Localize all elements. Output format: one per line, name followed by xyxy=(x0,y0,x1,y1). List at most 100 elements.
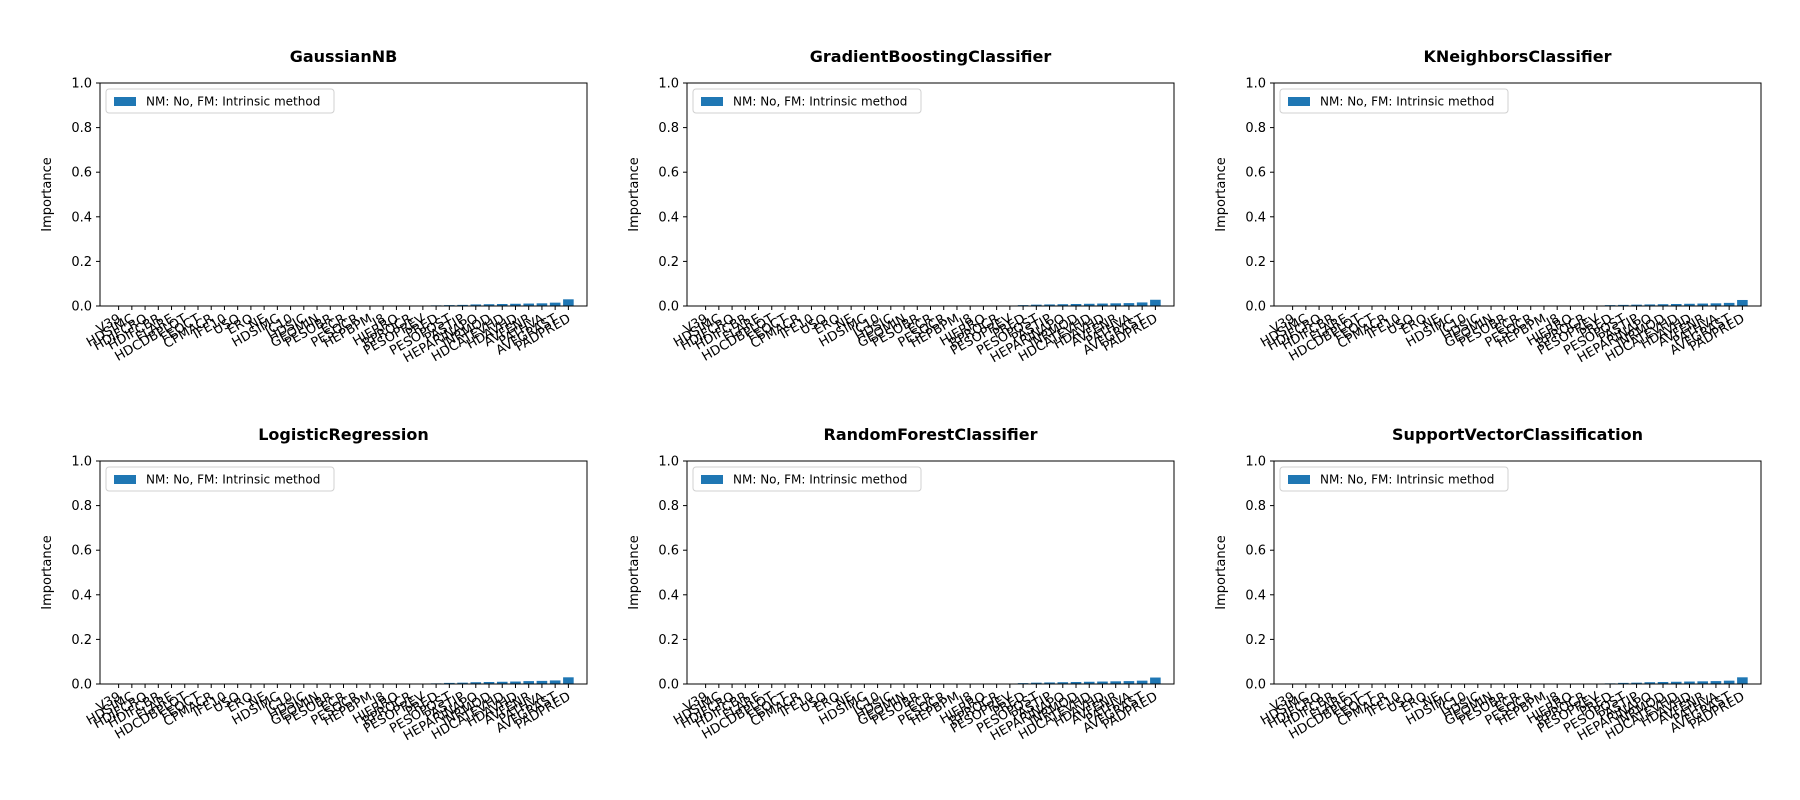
chart-title: GradientBoostingClassifier xyxy=(810,47,1052,66)
bar xyxy=(1697,303,1708,306)
bar xyxy=(523,681,534,684)
legend-label: NM: No, FM: Intrinsic method xyxy=(146,95,320,109)
bar xyxy=(510,681,521,684)
plot-frame xyxy=(1273,460,1762,685)
bar xyxy=(1083,303,1095,306)
bar xyxy=(1150,677,1161,684)
bar xyxy=(1136,302,1148,306)
y-tick-label: 0.4 xyxy=(71,210,92,225)
y-tick-label: 1.0 xyxy=(71,77,92,92)
y-tick-label: 0.2 xyxy=(71,255,92,270)
bar xyxy=(1057,682,1069,684)
y-tick-label: 0.8 xyxy=(1245,121,1266,136)
bar xyxy=(1737,677,1748,684)
legend: NM: No, FM: Intrinsic method xyxy=(692,466,922,492)
y-tick-label: 0.0 xyxy=(1245,300,1266,315)
legend: NM: No, FM: Intrinsic method xyxy=(1279,88,1509,114)
y-tick-label: 1.0 xyxy=(658,455,679,470)
y-axis-label: Importance xyxy=(40,157,55,232)
legend-box xyxy=(692,88,922,114)
legend-label: NM: No, FM: Intrinsic method xyxy=(733,95,907,109)
y-tick-label: 1.0 xyxy=(71,455,92,470)
bar xyxy=(1684,303,1695,306)
legend: NM: No, FM: Intrinsic method xyxy=(105,88,335,114)
y-tick-label: 0.6 xyxy=(658,544,679,559)
y-tick-label: 0.6 xyxy=(658,166,679,181)
bar xyxy=(1031,682,1042,684)
y-tick-label: 0.8 xyxy=(658,121,679,136)
y-axis-label: Importance xyxy=(627,535,642,610)
bar xyxy=(536,680,548,684)
bar xyxy=(1670,681,1682,684)
legend-swatch xyxy=(114,475,136,484)
bar xyxy=(1123,303,1135,306)
bar xyxy=(1110,303,1121,306)
y-tick-label: 0.6 xyxy=(1245,166,1266,181)
chart-title: KNeighborsClassifier xyxy=(1424,47,1612,66)
legend-swatch xyxy=(1288,97,1310,106)
chart-title: GaussianNB xyxy=(290,47,398,66)
chart-panel: KNeighborsClassifier 0.0 0.2 0.4 0.6 0.8 1.0 Im… xyxy=(1214,47,1762,366)
bar xyxy=(549,302,561,306)
y-tick-label: 0.2 xyxy=(1245,633,1266,648)
bar xyxy=(457,304,468,306)
y-tick-label: 1.0 xyxy=(658,77,679,92)
bar xyxy=(1083,681,1095,684)
y-tick-label: 0.0 xyxy=(658,678,679,693)
y-axis-label: Importance xyxy=(627,157,642,232)
legend-swatch xyxy=(701,97,723,106)
bar xyxy=(457,682,468,684)
y-tick-label: 0.4 xyxy=(658,588,679,603)
bar xyxy=(1110,681,1121,684)
y-tick-label: 0.4 xyxy=(658,210,679,225)
bar xyxy=(1031,304,1042,306)
bar xyxy=(1070,681,1082,684)
bar xyxy=(483,304,495,306)
legend-box xyxy=(1279,88,1509,114)
plot-frame xyxy=(686,460,1175,685)
bar xyxy=(1684,681,1695,684)
y-axis-label: Importance xyxy=(1214,157,1229,232)
y-tick-label: 0.8 xyxy=(1245,499,1266,514)
bar xyxy=(536,303,548,306)
legend-swatch xyxy=(114,97,136,106)
bar xyxy=(1710,303,1722,306)
chart-panel: GradientBoostingClassifier 0.0 0.2 0.4 0.6 0.… xyxy=(627,47,1175,366)
bar xyxy=(1631,682,1642,684)
bar xyxy=(470,304,482,306)
chart-title: RandomForestClassifier xyxy=(824,425,1038,444)
bar xyxy=(470,682,482,684)
bar xyxy=(1097,681,1108,684)
y-tick-label: 0.0 xyxy=(658,300,679,315)
bar xyxy=(563,299,574,306)
y-tick-label: 0.4 xyxy=(1245,210,1266,225)
bar xyxy=(483,681,495,684)
bar xyxy=(1737,299,1748,306)
y-tick-label: 0.6 xyxy=(71,544,92,559)
y-tick-label: 0.2 xyxy=(658,255,679,270)
y-tick-label: 0.4 xyxy=(1245,588,1266,603)
y-tick-label: 0.6 xyxy=(1245,544,1266,559)
bar xyxy=(496,303,508,306)
bar xyxy=(1044,682,1055,684)
plot-frame xyxy=(99,82,588,307)
y-axis-label: Importance xyxy=(1214,535,1229,610)
bar xyxy=(1097,303,1108,306)
y-tick-label: 0.0 xyxy=(71,678,92,693)
legend: NM: No, FM: Intrinsic method xyxy=(692,88,922,114)
y-tick-label: 0.8 xyxy=(71,121,92,136)
legend-box xyxy=(692,466,922,492)
y-tick-label: 0.2 xyxy=(71,633,92,648)
y-tick-label: 0.0 xyxy=(71,300,92,315)
bar xyxy=(1618,304,1629,306)
y-tick-label: 0.2 xyxy=(1245,255,1266,270)
legend-label: NM: No, FM: Intrinsic method xyxy=(1320,473,1494,487)
bar xyxy=(1710,681,1722,684)
bar xyxy=(1657,681,1669,684)
legend-label: NM: No, FM: Intrinsic method xyxy=(146,473,320,487)
bar xyxy=(523,303,534,306)
bar xyxy=(563,677,574,684)
y-tick-label: 1.0 xyxy=(1245,77,1266,92)
bar xyxy=(1670,303,1682,306)
bar xyxy=(1136,680,1148,684)
